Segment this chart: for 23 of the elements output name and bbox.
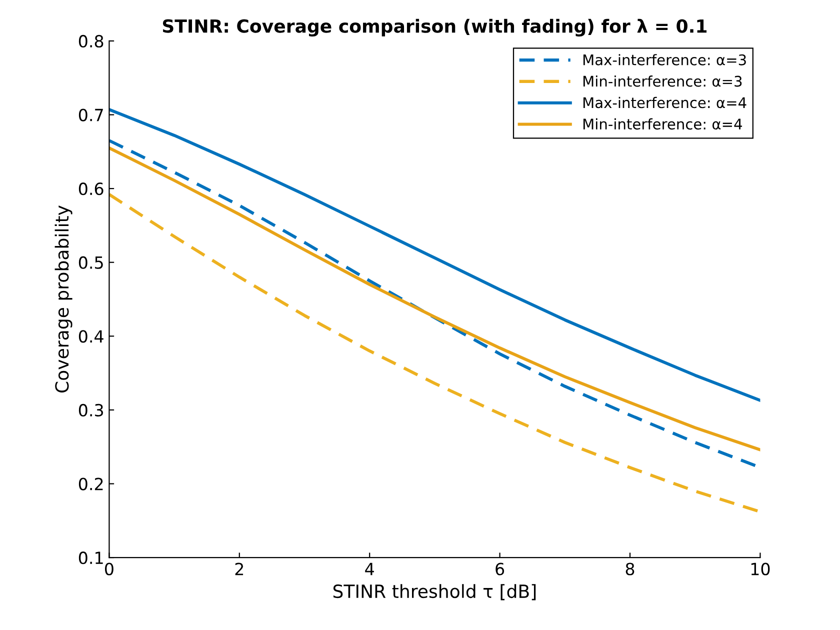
y-axis-title: Coverage probability [54,206,72,393]
x-tick-label: 8 [626,562,634,576]
line-series [109,192,760,514]
y-tick-label: 0.1 [78,552,103,564]
x-tick-label: 10 [751,562,770,576]
chart-title: STINR: Coverage comparison (with fading) for λ = 0.1 [162,18,707,37]
x-tick-label: 4 [365,562,374,576]
y-tick-label: 0.2 [78,478,103,490]
y-tick-label: 0.7 [78,108,103,122]
x-axis-title: STINR threshold τ [dB] [333,584,536,600]
x-tick-label: 6 [496,562,504,576]
y-tick-label: 0.8 [78,34,104,48]
legend-label: Min-interference: α=4 [583,118,742,130]
y-tick-label: 0.6 [78,182,104,196]
line-series [109,108,760,402]
legend-label: Max-interference: α=3 [583,54,746,66]
x-tick-label: 0 [104,562,114,576]
legend-label: Max-interference: α=4 [583,96,746,108]
legend-label: Min-interference: α=3 [583,75,742,87]
x-tick-label: 2 [235,562,244,576]
y-tick-label: 0.4 [78,330,104,343]
y-tick-label: 0.5 [78,256,103,269]
y-tick-label: 0.3 [78,404,104,417]
